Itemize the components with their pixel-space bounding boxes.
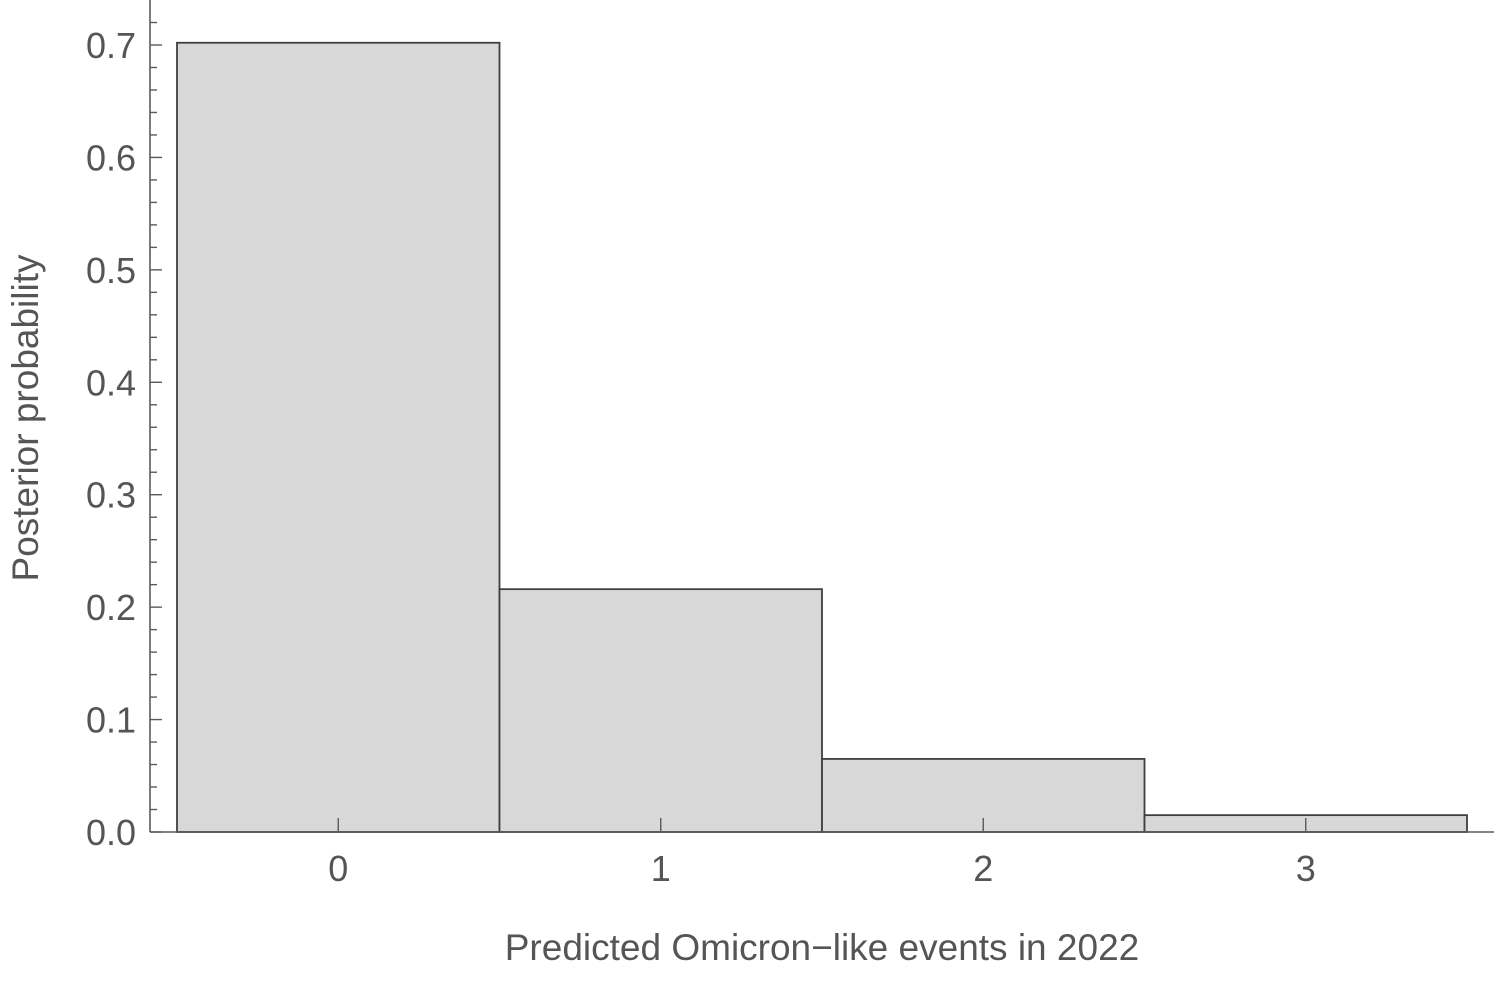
y-axis: 0.0 0.1 0.2 0.3 0.4 0.5 0.6 0.7 [86,0,162,853]
x-tick-label-3: 3 [1296,848,1316,889]
bar-0 [176,41,501,833]
bars-group [176,41,1468,833]
y-tick-label: 0.0 [86,812,136,853]
x-inner-ticks-group [337,818,1307,832]
x-tick-label-2: 2 [973,848,993,889]
x-tick-label-1: 1 [651,848,671,889]
x-tick-label-0: 0 [328,848,348,889]
y-tick-label: 0.1 [86,700,136,741]
y-tick-label: 0.6 [86,137,136,178]
bar-1 [498,588,823,833]
y-tick-label: 0.7 [86,25,136,66]
y-tick-label: 0.5 [86,250,136,291]
x-axis-title: Predicted Omicron−like events in 2022 [505,927,1139,968]
y-tick-label: 0.2 [86,587,136,628]
y-tick-label: 0.4 [86,362,136,403]
x-axis: 0 1 2 3 [150,831,1494,889]
y-tick-label: 0.3 [86,475,136,516]
y-axis-title: Posterior probability [5,254,46,581]
